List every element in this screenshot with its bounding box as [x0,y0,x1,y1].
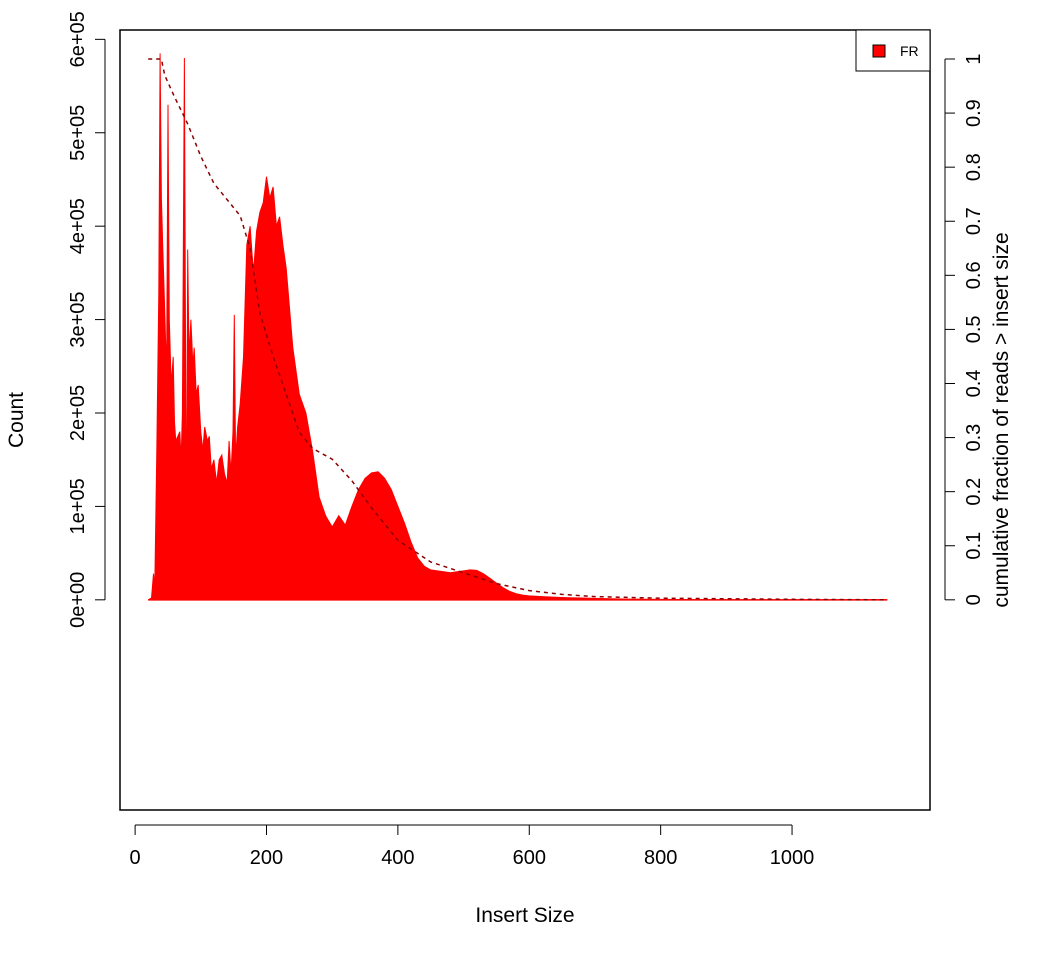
y-tick-label: 2e+05 [67,385,89,441]
y-right-tick-label: 0.9 [963,99,985,127]
x-axis-title: Insert Size [475,904,574,927]
y-right-tick-label: 0.4 [963,370,985,398]
histogram-series-fr [147,53,888,601]
y-right-tick-label: 0.7 [963,207,985,235]
x-axis: 0 200 400 600 800 1000 [130,824,815,869]
x-tick-label: 600 [513,847,546,869]
y-tick-label: 1e+05 [67,478,89,534]
y-axis-left: 0e+00 1e+05 2e+05 3e+05 4e+05 5e+05 6e+05 [67,11,106,628]
y-right-tick-label: 0 [963,594,985,605]
legend-swatch-fr [872,44,886,58]
y-axis-right-title: cumulative fraction of reads > insert si… [990,232,1013,607]
y-tick-label: 3e+05 [67,292,89,348]
x-tick-label: 200 [250,847,283,869]
y-axis-title: Count [5,392,28,448]
legend-box [855,29,931,72]
y-right-tick-label: 0.3 [963,424,985,452]
y-right-tick-label: 0.1 [963,532,985,560]
cumulative-line [148,58,888,601]
x-tick-label: 400 [381,847,414,869]
y-tick-label: 4e+05 [67,198,89,254]
plot-frame [119,29,931,811]
y-right-tick-label: 0.8 [963,153,985,181]
y-tick-label: 0e+00 [67,572,89,628]
x-tick-label: 0 [130,847,141,869]
x-tick-label: 800 [644,847,677,869]
y-right-tick-label: 0.6 [963,261,985,289]
legend: FR [855,29,931,72]
histogram-layer [147,53,888,601]
cumulative-layer [148,58,888,601]
y-tick-label: 5e+05 [67,105,89,161]
x-tick-label: 1000 [770,847,815,869]
y-right-tick-label: 1 [963,53,985,64]
y-axis-right: 0 0.1 0.2 0.3 0.4 0.5 0.6 0.7 0.8 0.9 1 [944,53,985,605]
y-right-tick-label: 0.2 [963,478,985,506]
legend-label-fr: FR [900,43,919,59]
y-right-tick-label: 0.5 [963,315,985,343]
y-tick-label: 6e+05 [67,11,89,67]
